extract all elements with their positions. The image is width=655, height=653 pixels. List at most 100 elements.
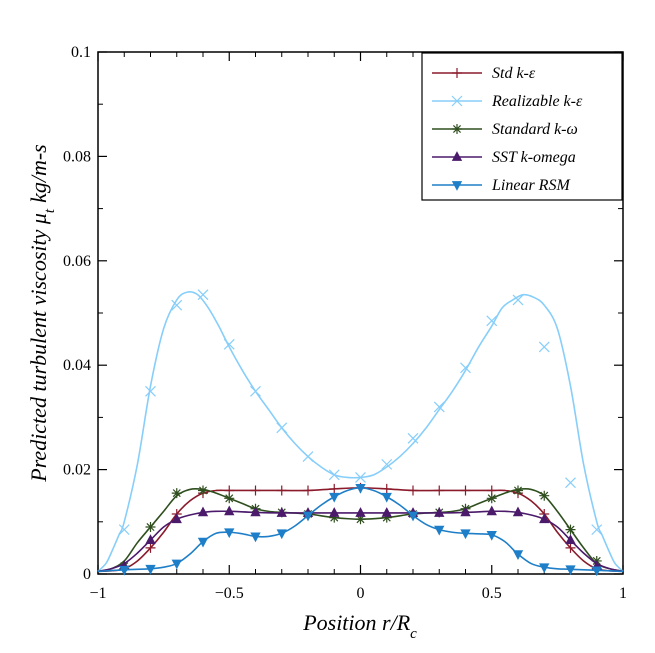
data-point [119,565,130,576]
data-point [565,477,576,489]
data-point [276,507,287,517]
data-point [171,299,183,311]
data-point [565,565,576,576]
data-point [276,485,287,496]
legend-entry: Realizable k-ε [432,93,583,110]
legend-marker [452,124,462,134]
y-tick-label: 0.06 [63,253,91,270]
data-point [328,469,340,481]
legend-rows: Std k-ε Realizable k-ε Standard k-ω SST k-o… [432,65,583,194]
data-point [250,485,261,496]
data-point [118,524,130,536]
data-point [539,513,550,524]
legend-entry: Std k-ε [432,65,536,82]
data-point [407,432,419,444]
legend-marker [451,151,463,161]
data-point [276,422,288,434]
legend-entry: Standard k-ω [432,121,578,138]
legend-marker [451,181,463,191]
series-1 [97,289,624,572]
x-tick-label: −0.5 [215,585,244,602]
data-point [276,529,287,540]
data-point [434,485,445,496]
data-point [512,550,524,561]
data-point [355,514,366,525]
series-3 [97,505,624,573]
series-4 [97,483,624,577]
data-point [565,524,576,535]
data-point [329,507,340,517]
data-point [513,485,523,496]
data-point [198,485,208,496]
data-point [224,505,235,516]
data-point [303,485,313,496]
y-tick-label: 0.02 [63,462,91,479]
data-point [145,522,156,533]
data-point [302,451,314,462]
data-point [250,532,261,543]
x-tick-label: −1 [89,585,106,602]
data-point [539,563,550,574]
legend-label: Std k-ε [492,65,536,82]
y-tick-label: 0.1 [71,44,91,61]
data-point [197,537,209,548]
legend-label: Standard k-ω [492,121,578,138]
data-point [171,559,182,570]
series-2 [97,485,624,573]
data-point [381,458,393,470]
data-point [171,513,182,524]
data-point [408,485,418,496]
data-point [197,506,209,517]
data-point [381,512,392,523]
data-point [565,542,576,553]
data-point [250,506,261,517]
data-point [512,506,524,517]
y-tick-label: 0.04 [63,357,91,374]
series-line [97,488,624,573]
series-layer [97,289,624,577]
data-point [145,564,156,575]
data-point [512,294,524,306]
data-point [486,505,497,516]
data-point [460,485,471,496]
data-point [539,490,550,501]
data-point [145,542,156,553]
data-point [486,493,497,504]
legend-label: Realizable k-ε [491,93,583,110]
data-point [302,511,314,522]
legend-entry: SST k-omega [432,149,576,166]
y-tick-label: 0.08 [63,148,91,165]
data-point [171,488,182,499]
data-point [434,507,445,517]
data-point [538,341,550,353]
data-point [355,472,366,483]
data-point [407,511,419,522]
x-tick-label: 0 [357,585,365,602]
legend: Std k-ε Realizable k-ε Standard k-ω SST k-o… [421,52,623,201]
data-point [224,528,235,539]
data-point [197,289,209,301]
x-axis-title: Position r/Rc [302,610,417,642]
data-point [434,525,445,536]
data-point [145,385,156,397]
data-point [250,385,261,397]
y-tick-label: 0 [83,566,91,583]
x-tick-label: 1 [619,585,627,602]
legend-label: SST k-omega [492,149,576,166]
data-point [486,315,498,327]
data-point [381,483,392,494]
data-point [329,483,340,494]
series-line [97,290,624,572]
data-point [145,534,156,544]
x-tick-label: 0.5 [482,585,502,602]
data-point [460,362,471,374]
y-axis-title: Predicted turbulent viscosity μtkg/m-s [26,144,58,483]
data-point [591,566,602,577]
data-point [486,530,497,541]
data-point [381,492,392,503]
data-point [433,401,445,413]
data-point [381,507,392,517]
data-point [460,506,471,517]
data-point [591,524,603,536]
